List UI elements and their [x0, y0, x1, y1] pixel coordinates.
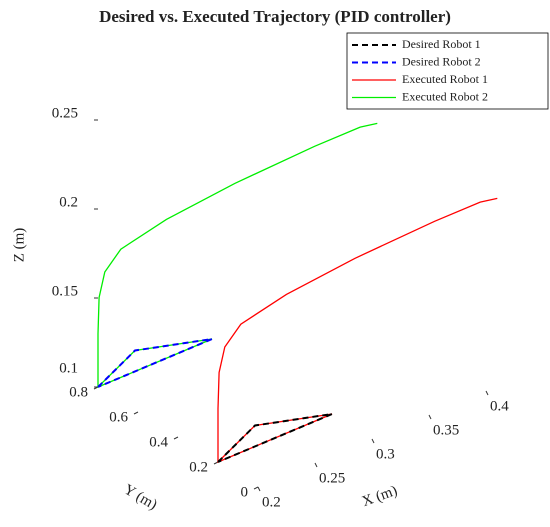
y-tick — [253, 486, 259, 490]
z-tick-label: 0.15 — [52, 283, 78, 299]
legend-label: Executed Robot 1 — [402, 72, 488, 86]
legend-label: Executed Robot 2 — [402, 89, 488, 103]
z-tick-label: 0.25 — [52, 105, 78, 121]
x-axis-label: X (m) — [360, 483, 400, 510]
x-tick-label: 0.25 — [319, 470, 345, 486]
x-tick-label: 0.4 — [490, 398, 509, 414]
x-tick — [314, 462, 318, 468]
y-tick — [213, 461, 219, 465]
y-tick — [173, 436, 179, 440]
x-tick-label: 0.35 — [433, 422, 459, 438]
z-tick-label: 0.1 — [59, 360, 78, 376]
y-tick-label: 0 — [241, 484, 249, 500]
plot-area — [93, 119, 498, 492]
y-axis-label: Y (m) — [121, 482, 160, 514]
chart-title: Desired vs. Executed Trajectory (PID con… — [99, 7, 451, 26]
x-tick-label: 0.2 — [262, 494, 281, 510]
trajectory-line — [97, 122, 378, 388]
trajectory-line — [217, 413, 333, 463]
x-tick-label: 0.3 — [376, 446, 395, 462]
y-tick-label: 0.6 — [109, 409, 128, 425]
trajectory-line — [97, 338, 213, 388]
y-tick-label: 0.2 — [189, 459, 208, 475]
trajectory-line — [217, 197, 498, 463]
x-tick — [371, 438, 375, 444]
x-tick — [428, 414, 432, 420]
z-axis-label: Z (m) — [11, 228, 27, 263]
x-tick — [257, 486, 261, 492]
legend-label: Desired Robot 2 — [402, 54, 481, 68]
y-tick-label: 0.4 — [149, 434, 168, 450]
z-tick-label: 0.2 — [59, 194, 78, 210]
y-tick-label: 0.8 — [69, 384, 88, 400]
x-tick — [485, 390, 489, 396]
y-tick — [133, 411, 139, 415]
legend-label: Desired Robot 1 — [402, 37, 481, 51]
legend-box — [346, 32, 549, 110]
